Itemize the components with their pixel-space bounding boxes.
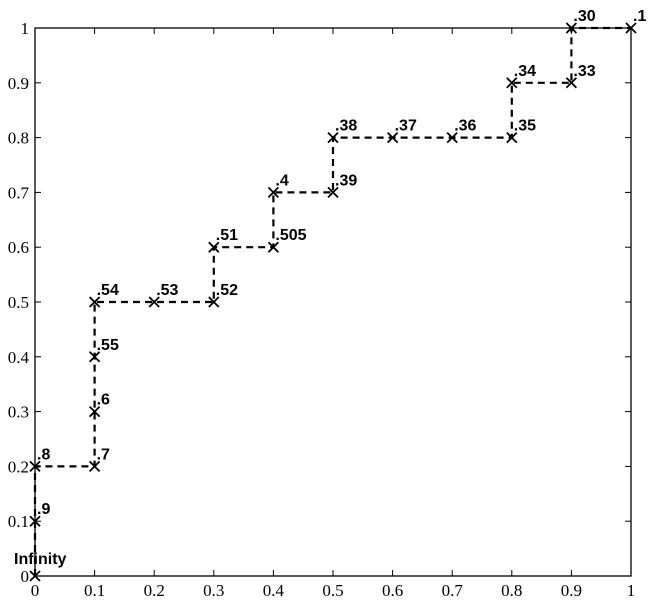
series-line [33,26,631,576]
data-point-label: .30 [573,8,595,25]
data-point-label: .53 [156,282,178,299]
y-tick-label: 0.8 [8,129,29,148]
data-point-marker [327,131,339,144]
x-tick-label: 0.7 [442,581,464,600]
data-point-label: Infinity [14,551,67,568]
data-point-marker [565,77,578,89]
data-point-label: .37 [395,118,417,135]
x-tick-label: 1 [627,581,636,600]
data-point-marker [88,460,101,473]
data-point-marker [446,131,458,144]
x-tick-label: 0.4 [263,581,285,600]
data-point-marker [327,186,339,199]
data-point-marker [88,351,101,363]
data-point-label: .9 [37,501,50,518]
data-point-label: .52 [216,282,238,299]
data-point-marker [29,460,41,473]
data-point-label: .34 [514,63,536,80]
data-point-label: .505 [275,227,306,244]
data-point-marker [386,131,399,144]
data-point-label: .35 [514,118,536,135]
x-tick-label: 0.5 [322,581,343,600]
data-point-label: .39 [335,172,357,189]
data-point-marker [267,186,280,199]
data-point-marker [506,77,518,89]
y-tick-label: 0.4 [8,348,30,367]
x-tick-label: 0.8 [501,581,522,600]
data-point-label: .55 [97,337,119,354]
data-point-label: .54 [97,282,119,299]
y-tick-label: 0.2 [8,457,29,476]
data-point-marker [29,515,41,527]
data-point-label: .51 [216,227,238,244]
x-tick-label: 0.1 [84,581,105,600]
y-tick-label: 0.1 [8,512,29,531]
data-point-marker [565,22,578,34]
y-tick-label: 0.3 [8,403,29,422]
data-point-label: .38 [335,118,357,135]
data-point-marker [88,405,101,418]
data-point-label: .1 [633,8,646,25]
data-point-marker [625,22,637,34]
x-tick-label: 0.9 [561,581,582,600]
data-point-label: .36 [454,118,476,135]
data-point-marker [506,131,518,144]
data-point-marker [29,570,41,582]
y-tick-label: 0.6 [8,238,29,257]
y-tick-label: 0.5 [8,293,29,312]
x-tick-label: 0 [31,581,40,600]
data-point-marker [148,296,160,308]
data-point-label: .7 [97,446,110,463]
data-point-label: .6 [97,392,110,409]
y-tick-label: 0 [21,567,30,586]
x-tick-label: 0.3 [203,581,224,600]
data-point-label: .8 [37,446,50,463]
data-point-label: .4 [275,172,288,189]
data-point-marker [208,296,220,308]
data-point-label: .33 [573,63,595,80]
y-tick-label: 0.9 [8,74,29,93]
x-tick-label: 0.2 [144,581,165,600]
data-point-marker [88,296,101,308]
y-tick-label: 0.7 [8,183,30,202]
data-point-marker [267,241,280,253]
x-tick-label: 0.6 [382,581,403,600]
y-tick-label: 1 [21,19,30,38]
data-point-marker [208,241,220,253]
